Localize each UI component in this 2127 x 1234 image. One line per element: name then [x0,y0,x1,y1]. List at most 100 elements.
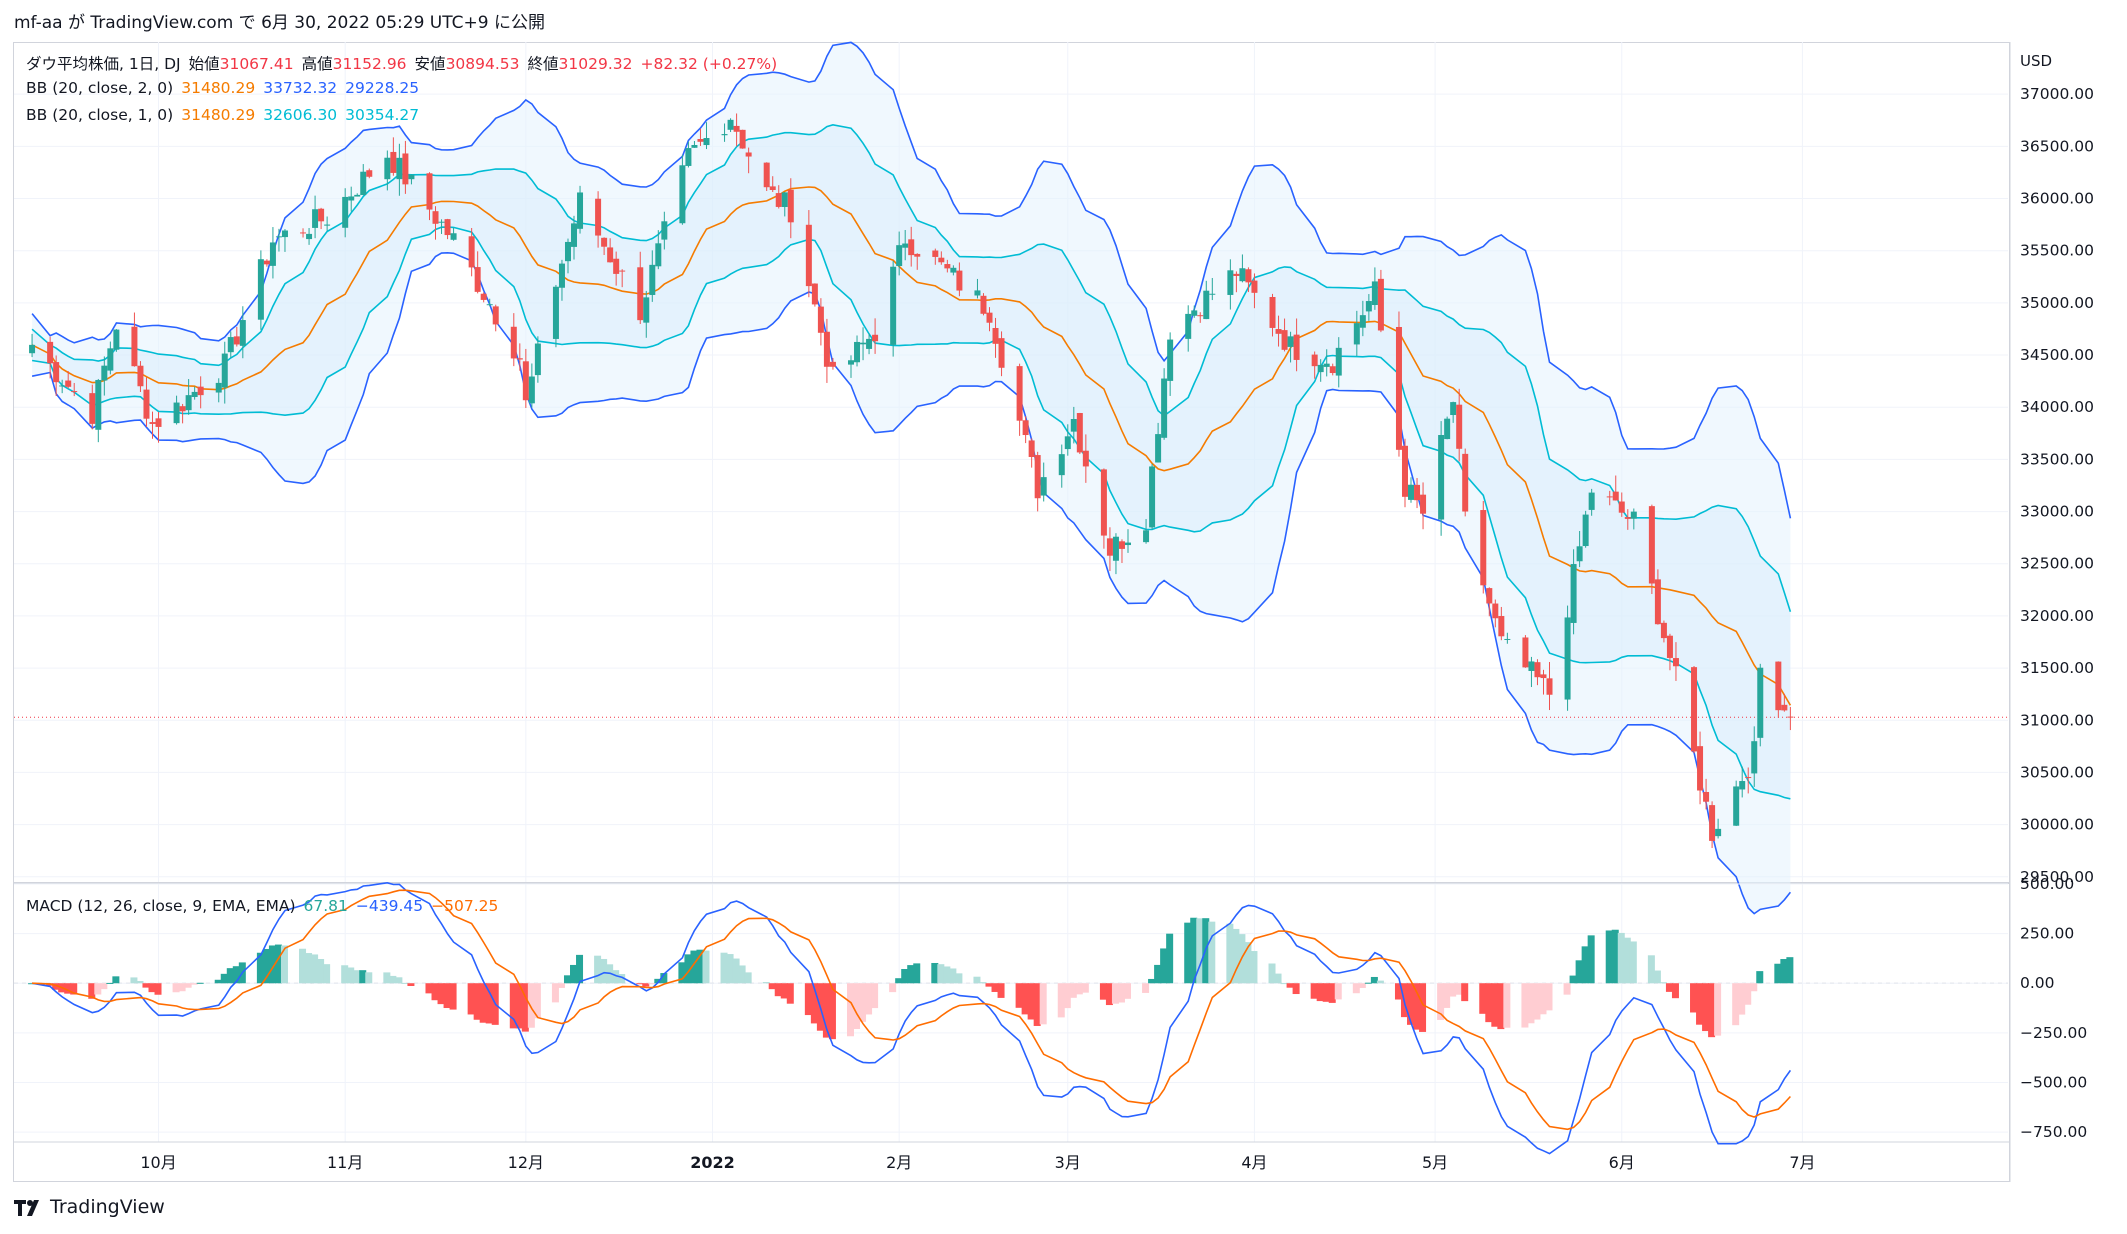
macd-hist-bar [100,983,108,990]
candle-body [444,219,451,236]
macd-hist-bar [1653,970,1661,984]
macd-hist-bar [52,983,60,990]
candle-body [1697,746,1704,791]
price-tick-label: 32000.00 [2020,607,2094,625]
candle-body [95,379,102,430]
macd-hist-bar [1780,959,1788,984]
macd-hist-bar [822,983,830,1038]
macd-hist-bar [570,964,578,984]
macd-hist-bar [810,983,818,1024]
candle-body [1070,419,1077,432]
candle-body [197,386,204,396]
macd-hist-bar [1190,917,1198,984]
macd-hist-bar [1690,983,1698,1013]
candle-body [1504,638,1511,640]
macd-tick-label: −750.00 [2020,1123,2087,1141]
candle-body [528,376,535,404]
candle-body [59,385,66,387]
macd-hist-bar [696,949,704,984]
macd-hist-bar [1376,980,1384,984]
candle-body [1480,510,1487,586]
macd-hist-bar [943,966,951,984]
symbol-label[interactable]: ダウ平均株価, 1日, DJ [26,55,181,73]
tradingview-logo-icon [14,1199,39,1216]
macd-hist-bar [443,983,451,1009]
candle-body [1245,269,1252,283]
candle-body [1028,440,1035,457]
open-label: 始値 [188,55,220,73]
candle-body [974,290,981,296]
macd-hist-bar [1292,983,1300,995]
macd-hist-bar [1581,946,1589,984]
macd-hist-bar [473,983,481,1020]
candle-body [1293,334,1300,360]
bb2-legend[interactable]: BB (20, close, 2, 0) 31480.29 33732.32 2922… [26,79,427,97]
tradingview-logo[interactable]: TradingView [14,1196,165,1218]
axes: USD 37000.00 36500.00 36000.00 35500.00 35000… [140,52,2094,1172]
macd-hist-bar [744,972,752,984]
bb2-label: BB (20, close, 2, 0) [26,79,174,97]
macd-hist-bar [1364,982,1372,984]
macd-hist-bar [1774,963,1782,984]
candle-body [227,337,234,353]
candle-body [1311,354,1318,367]
macd-line [31,881,1792,1155]
macd-hist-bar [407,983,415,986]
candle-body [992,328,999,344]
macd-hist-bar [949,968,957,984]
macd-line-value: −439.45 [355,897,424,915]
bb1-upper: 32606.30 [263,106,338,124]
time-tick-label: 6月 [1609,1153,1635,1172]
candle-body [402,153,409,185]
candle-body [679,165,686,224]
macd-hist-bar [1485,983,1493,1023]
candle-body [914,253,921,257]
macd-hist-bar [859,983,867,1022]
macd-hist-bar [853,983,861,1029]
candle-body [366,170,373,177]
macd-tick-label: 0.00 [2020,974,2055,992]
bb2-upper: 33732.32 [263,79,338,97]
macd-hist-bar [1786,957,1794,984]
price-tick-label: 30500.00 [2020,763,2094,781]
macd-hist-bar [871,983,879,1009]
macd-hist-bar [383,972,391,984]
candle-body [1269,296,1276,328]
macd-hist-bar [1328,983,1336,1003]
candle-body [558,263,565,288]
macd-hist-bar [1123,983,1131,999]
candle-body [1462,453,1469,512]
macd-hist-bar [226,968,234,984]
macd-hist-bar [895,978,903,984]
candle-body [739,129,746,149]
candle-body [1377,278,1384,331]
candle-body [1371,281,1378,306]
macd-legend[interactable]: MACD (12, 26, close, 9, EMA, EMA) 67.81 −4… [26,897,506,915]
macd-hist-bar [618,974,626,984]
price-tick-label: 33000.00 [2020,503,2094,521]
macd-hist-bar [64,983,72,994]
macd-hist-bar [509,983,517,1029]
macd-hist-bar [1461,983,1469,1002]
macd-hist-bar [985,983,993,987]
macd-hist-bar [1443,983,1451,1008]
price-tick-label: 33500.00 [2020,450,2094,468]
candle-body [1161,378,1168,438]
candle-body [239,320,246,346]
macd-hist-bar [449,983,457,1010]
macd-hist-bar [94,983,102,995]
macd-hist-bar [762,982,770,984]
candle-body [408,174,415,180]
price-tick-label: 31000.00 [2020,711,2094,729]
candle-body [348,196,355,201]
candle-body [1456,404,1463,449]
macd-hist-bar [1075,983,1083,995]
macd-hist-bar [359,970,367,984]
candle-body [137,365,144,387]
bb1-legend[interactable]: BB (20, close, 1, 0) 31480.29 32606.30 3035… [26,106,427,124]
candle-body [1143,530,1150,543]
macd-hist-bar [1057,983,1065,1018]
macd-hist-bar [828,983,836,1040]
macd-hist-bar [479,983,487,1023]
